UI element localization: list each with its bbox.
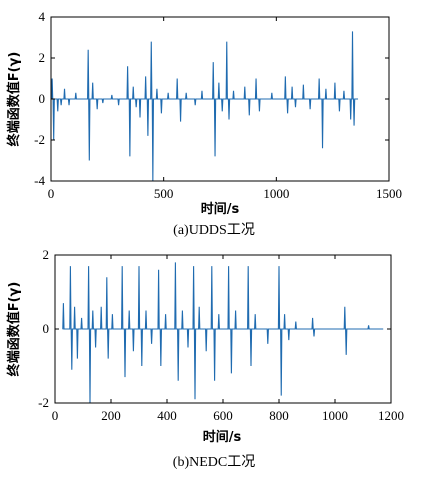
udds-y-axis-title: 终端函数值F(γ) — [6, 52, 22, 147]
b-x-tick-label: 1000 — [322, 408, 348, 423]
udds-caption: (a)UDDS工况 — [173, 223, 255, 238]
b-series-line — [62, 262, 384, 404]
udds-y-ticks: -4 -2 0 2 4 — [34, 9, 389, 188]
a-y-tick-label: -4 — [34, 173, 45, 188]
chart-udds: 0 500 1000 1500 -4 -2 0 2 4 时间/s 终端函数值F(γ) (a)U… — [6, 9, 402, 238]
b-x-tick-label: 200 — [101, 408, 121, 423]
a-y-tick-label: 0 — [39, 91, 46, 106]
b-x-tick-label: 0 — [52, 408, 59, 423]
nedc-caption: (b)NEDC工况 — [173, 455, 255, 470]
a-x-tick-label: 500 — [154, 186, 174, 201]
a-y-tick-label: 4 — [39, 9, 46, 24]
udds-series — [50, 31, 359, 182]
b-x-tick-label: 400 — [157, 408, 177, 423]
b-x-tick-label: 600 — [213, 408, 233, 423]
udds-x-axis-title: 时间/s — [201, 201, 240, 217]
b-y-tick-label: 2 — [43, 247, 50, 262]
chart-nedc: 0 200 400 600 800 1000 1200 -202 时间/s 终端函数值F(γ… — [6, 247, 404, 470]
b-y-tick-label: -2 — [38, 395, 49, 410]
a-x-tick-label: 1000 — [263, 186, 289, 201]
udds-x-ticks: 0 500 1000 1500 — [48, 17, 402, 201]
a-y-tick-label: 2 — [39, 50, 46, 65]
a-x-tick-label: 1500 — [376, 186, 402, 201]
a-series-line — [50, 31, 359, 182]
nedc-y-ticks: -2 0 2 — [38, 247, 391, 410]
b-y-tick-label: 0 — [43, 321, 50, 336]
nedc-x-ticks: 0 200 400 600 800 1000 1200 — [52, 255, 404, 423]
nedc-series — [62, 262, 384, 404]
nedc-y-axis-title: 终端函数值F(γ) — [6, 282, 22, 377]
a-y-tick-label: -2 — [34, 132, 45, 147]
b-x-tick-label: 800 — [269, 408, 289, 423]
a-x-tick-label: 0 — [48, 186, 55, 201]
b-x-tick-label: 1200 — [378, 408, 404, 423]
nedc-x-axis-title: 时间/s — [203, 429, 242, 445]
